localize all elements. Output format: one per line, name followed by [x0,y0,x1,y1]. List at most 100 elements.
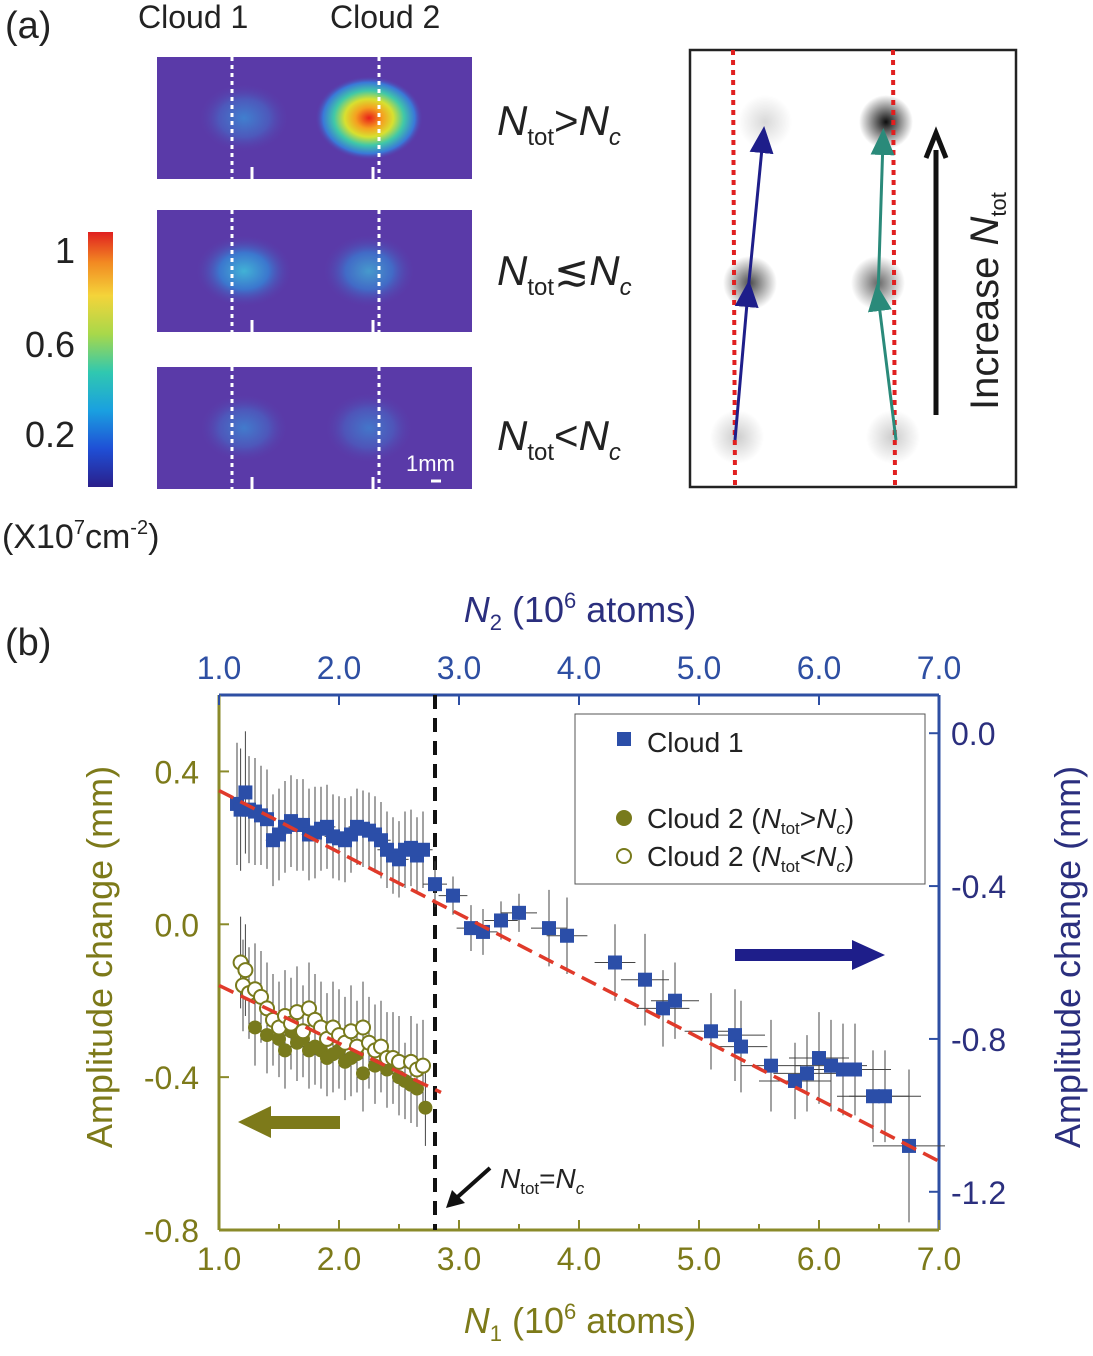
cloud1-blob [195,234,293,308]
cloud1-point [764,1058,778,1073]
y-left-axis-title: Amplitude change (mm) [79,766,120,1148]
colorbar [88,232,113,487]
x-tick-label: 3.0 [437,1241,481,1277]
cloud1-point [866,1089,880,1104]
cloud1-point [848,1062,862,1077]
cloud1-point [728,1028,742,1043]
cloud2-blob [324,392,414,464]
cloud1-point [416,842,430,857]
cloud1-blob [199,393,289,463]
cloud1-point [836,1062,850,1077]
cloud1-point [656,1001,670,1016]
cloud1-blob [198,83,290,153]
x2-tick-label: 7.0 [917,650,961,686]
y-right-tick-label: -1.2 [951,1175,1006,1211]
cloud1-point [428,877,442,892]
cloud1-label: Cloud 1 [138,0,248,35]
density-images [157,57,472,489]
x2-tick-label: 1.0 [197,650,241,686]
legend-label-cloud2-gt: Cloud 2 (Ntot>Nc) [647,803,854,838]
cloud1-point [494,913,508,928]
cloud1-point [638,972,652,987]
cloud2-point-below [355,1019,371,1036]
colorbar-tick: 0.2 [25,414,75,455]
cloud1-point [668,993,682,1008]
legend: Cloud 1 Cloud 2 (Ntot>Nc) Cloud 2 (Ntot<… [574,713,926,885]
cloud2-point-above [248,1020,262,1035]
y-right-tick-label: 0.0 [951,716,995,752]
colorbar-unit: (X107cm-2) [2,517,159,556]
fit-line [218,983,442,1095]
cloud1-point [878,1089,892,1104]
x2-tick-label: 2.0 [317,650,361,686]
legend-marker-square [617,732,631,746]
scale-bar-label: 1mm [406,451,455,476]
schematic-cloud-right [859,95,913,149]
ntot-nc-label: Ntot=Nc [500,1163,585,1198]
cloud2-point-below [415,1057,431,1074]
legend-label-cloud2-lt: Cloud 2 (Ntot<Nc) [647,841,854,876]
x2-tick-label: 3.0 [437,650,481,686]
y-left-tick-label: -0.8 [144,1213,199,1249]
x2-axis-title: N2 (106 atoms) [464,588,697,635]
x-tick-label: 6.0 [797,1241,841,1277]
x-axis-title: N1 (106 atoms) [464,1299,697,1346]
row-labels: Ntot>Nc Ntot≲Nc Ntot<Nc [497,97,632,466]
cloud2-blob [322,233,416,309]
left-axis-arrow [238,1106,340,1138]
trajectory-arrow [870,128,895,297]
legend-marker-filled [616,810,632,826]
y-right-tick-label: -0.8 [951,1022,1006,1058]
cloud1-point [800,1066,814,1081]
x-tick-label: 7.0 [917,1241,961,1277]
plot-area: 1.0 2.0 3.0 4.0 5.0 6.0 7.0 1.0 2.0 3.0 4.0 5.0 6.0 7… [144,650,1006,1277]
cloud1-point [824,1058,838,1073]
cloud1-point [734,1039,748,1054]
row-condition-label: Ntot≲Nc [497,247,632,301]
cloud1-point [560,928,574,943]
x-tick-label: 1.0 [197,1241,241,1277]
schematic-cloud-left [710,410,764,464]
x2-tick-label: 4.0 [557,650,601,686]
panel-b: (b) N2 (106 atoms) N1 (106 atoms) Amplit… [5,588,1088,1346]
schematic-cloud-right [866,410,920,464]
row-condition-label: Ntot>Nc [497,97,621,151]
cloud2-blob [315,76,423,160]
legend-label-cloud1: Cloud 1 [647,727,744,758]
cloud2-point-above [418,1100,433,1115]
legend-box [574,713,926,885]
trajectory-arrow [746,126,774,293]
schematic-cloud-left [738,95,792,149]
x-tick-label: 2.0 [317,1241,361,1277]
y-right-axis-title: Amplitude change (mm) [1047,766,1088,1148]
cloud2-point-below [237,962,254,979]
trajectory-arrow [733,280,759,441]
cloud2-point-above [356,1066,370,1081]
x-tick-label: 5.0 [677,1241,721,1277]
y-left-tick-label: 0.0 [155,907,199,943]
y-left-tick-label: 0.4 [155,754,199,790]
panel-a-label: (a) [5,5,51,47]
cloud2-point-above [278,1043,292,1058]
increase-ntot-label: Increase Ntot [963,192,1011,410]
colorbar-tick: 1 [55,230,75,271]
schematic: Increase Ntot [688,48,1018,489]
right-axis-arrow [735,940,885,970]
row-condition-label: Ntot<Nc [497,412,621,466]
cloud1-point [812,1051,826,1066]
y-left-tick-label: -0.4 [144,1060,199,1096]
y-right-tick-label: -0.4 [951,869,1006,905]
cloud1-point [608,955,622,970]
fit-line [218,788,940,1163]
cloud1-point [464,921,478,936]
cloud1-point [704,1024,718,1039]
cloud2-label: Cloud 2 [330,0,440,35]
cloud1-point [446,888,460,903]
panel-b-label: (b) [5,622,51,664]
red-dotted-line-right [891,49,897,488]
legend-marker-open [616,848,632,864]
colorbar-tick: 0.6 [25,324,75,365]
red-dotted-line-left [731,49,737,488]
x-tick-label: 4.0 [557,1241,601,1277]
